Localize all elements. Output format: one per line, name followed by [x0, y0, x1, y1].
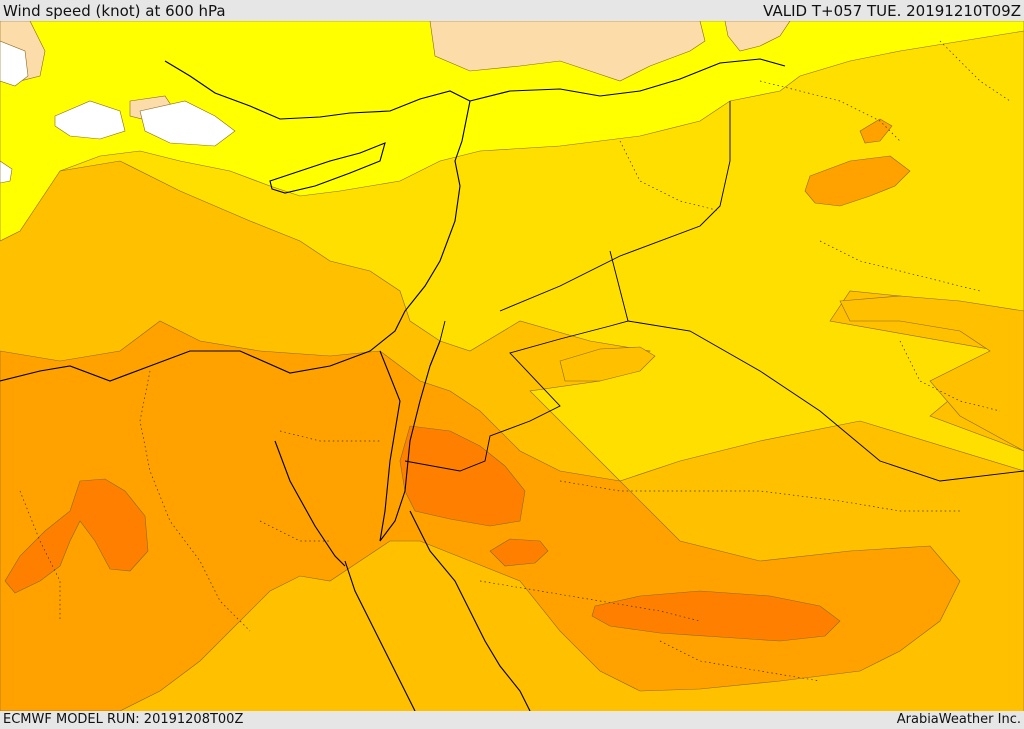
wind-band-white-4: [0, 40, 29, 87]
wind-band-white-1: [54, 100, 126, 140]
wind-band-orange-saudi: [591, 590, 841, 642]
wind-band-white-2: [139, 100, 236, 147]
wind-band-yellow: [0, 21, 1024, 242]
footer-bar: [0, 711, 1024, 729]
wind-band-orange-libya: [4, 478, 149, 594]
valid-time: VALID T+057 TUE. 20191210T09Z: [763, 2, 1021, 20]
wind-band-orange-sinai: [399, 425, 526, 527]
header-bar: [0, 0, 1024, 21]
wind-band-light-peach-east: [724, 21, 791, 52]
country-borders: [404, 101, 1024, 482]
model-run: ECMWF MODEL RUN: 20191208T00Z: [3, 712, 244, 727]
wind-band-orange-light-small: [859, 118, 893, 144]
wind-band-gold-jordan: [559, 346, 656, 382]
admin-boundaries: [19, 40, 1011, 682]
brand-name: ArabiaWeather Inc.: [896, 712, 1021, 727]
wind-band-orange-light-iraq: [804, 155, 911, 207]
wind-band-gold-east: [839, 295, 1024, 452]
wind-band-light-peach-north: [429, 21, 706, 82]
wind-band-orange-small: [489, 538, 549, 567]
map-title: Wind speed (knot) at 600 hPa: [3, 2, 226, 20]
wind-speed-map[interactable]: [0, 21, 1024, 711]
wind-band-white-3: [0, 160, 13, 184]
coastlines: [0, 58, 786, 711]
wind-band-yellow-gold: [0, 21, 1024, 711]
